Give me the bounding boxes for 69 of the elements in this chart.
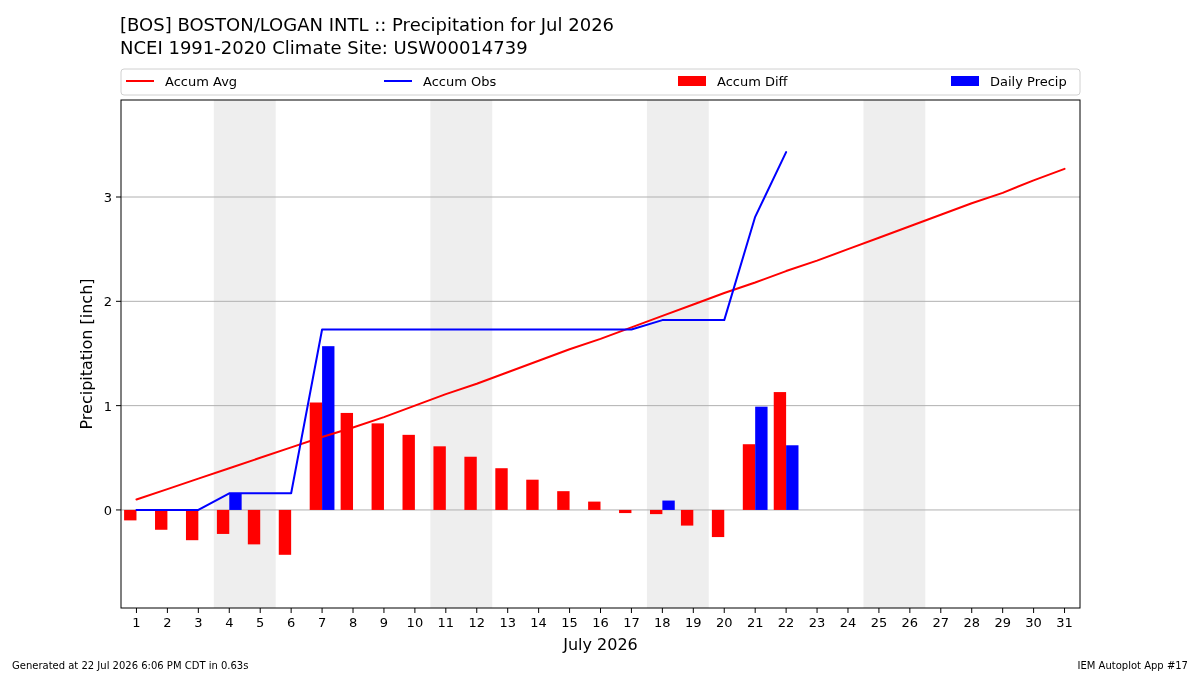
bar (495, 468, 508, 510)
x-tick-label: 31 (1056, 615, 1073, 630)
x-tick-label: 26 (901, 615, 919, 630)
x-tick-label: 14 (530, 615, 547, 630)
bar (464, 456, 477, 510)
y-axis-title: Precipitation [inch] (77, 278, 96, 430)
legend-label: Accum Avg (165, 74, 238, 89)
bar (278, 509, 292, 555)
line-series (135, 151, 788, 511)
x-tick-label: 1 (132, 615, 141, 630)
bar (526, 479, 539, 510)
x-tick-label: 22 (777, 615, 795, 630)
bar (711, 509, 725, 538)
x-tick-label: 16 (592, 615, 609, 630)
bar (786, 445, 799, 510)
bar (742, 444, 756, 510)
text: IEM Autoplot App #17 (1077, 660, 1188, 671)
bar (662, 500, 675, 510)
chart-title: [BOS] BOSTON/LOGAN INTL :: Precipitation for Jul 2026 (120, 14, 615, 35)
bar (588, 501, 601, 510)
x-tick-label: 30 (1025, 615, 1042, 630)
bar (247, 509, 261, 545)
x-tick-label: 2 (163, 615, 172, 630)
y-tick-label: 3 (103, 190, 112, 206)
x-tick-label: 15 (561, 615, 578, 630)
x-tick-label: 10 (406, 615, 424, 630)
x-tick-label: 12 (468, 615, 486, 630)
bar (322, 346, 335, 510)
x-tick-label: 27 (932, 615, 950, 630)
bar (216, 509, 230, 534)
x-tick-label: 19 (685, 615, 702, 630)
x-tick-label: 25 (870, 615, 888, 630)
bar (773, 392, 787, 510)
text: Generated at 22 Jul 2026 6:06 PM CDT in 0.63s (12, 660, 249, 671)
x-tick-label: 23 (808, 615, 826, 630)
legend-label: Daily Precip (990, 74, 1067, 89)
legend-label: Accum Diff (717, 74, 789, 89)
y-tick-label: 2 (103, 294, 112, 310)
x-tick-label: 18 (654, 615, 671, 630)
bar (185, 509, 199, 541)
legend-label: Accum Obs (423, 74, 497, 89)
bar (650, 509, 663, 515)
x-tick-label: 7 (317, 615, 327, 630)
x-axis-title: July 2026 (562, 635, 638, 654)
chart-subtitle: NCEI 1991-2020 Climate Site: USW00014739 (120, 37, 528, 58)
bar (557, 491, 570, 510)
x-tick-label: 3 (194, 615, 203, 630)
y-tick-label: 0 (103, 502, 112, 518)
x-tick-label: 17 (623, 615, 640, 630)
x-tick-label: 29 (994, 615, 1011, 630)
x-tick-label: 4 (225, 615, 234, 630)
x-tick-label: 28 (963, 615, 980, 630)
x-tick-label: 21 (746, 615, 764, 630)
bar (433, 446, 446, 510)
x-tick-label: 11 (437, 615, 455, 630)
y-tick-label: 1 (103, 398, 112, 414)
x-tick-label: 13 (499, 615, 516, 630)
x-tick-label: 24 (839, 615, 857, 630)
bar (619, 509, 632, 514)
x-tick-label: 20 (715, 615, 733, 630)
x-tick-label: 6 (287, 615, 296, 630)
x-tick-label: 8 (348, 615, 358, 630)
bar (124, 509, 137, 521)
bar (680, 509, 694, 526)
bar (155, 509, 168, 530)
bar (402, 434, 415, 510)
bar (755, 406, 768, 510)
x-tick-label: 9 (379, 615, 389, 630)
x-tick-label: 5 (256, 615, 265, 630)
